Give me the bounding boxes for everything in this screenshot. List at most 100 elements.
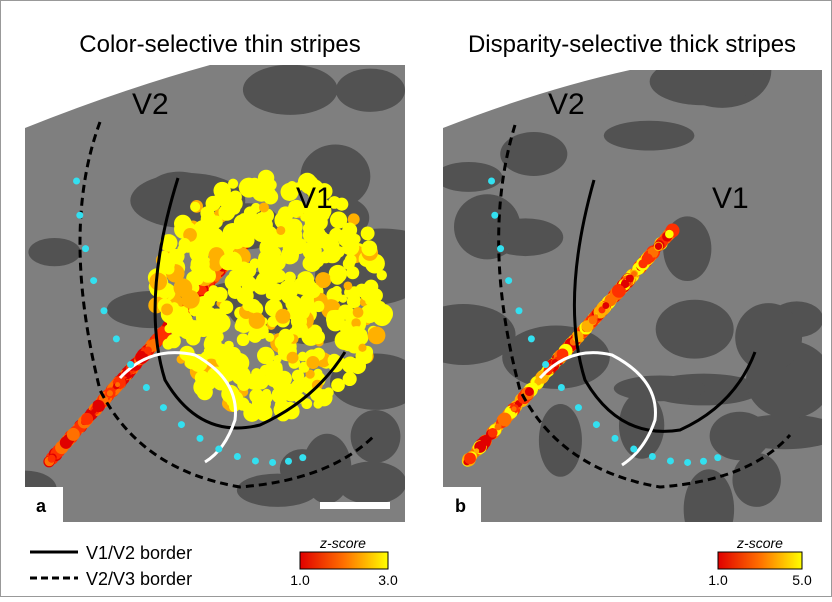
stripe-dot — [90, 277, 98, 285]
activation — [47, 454, 56, 463]
activation — [313, 300, 325, 313]
activation — [286, 351, 299, 364]
activation — [602, 302, 610, 310]
sulcus — [443, 304, 516, 365]
activation — [276, 225, 286, 236]
stripe-dot — [142, 384, 150, 392]
activation — [214, 188, 233, 207]
activation — [184, 355, 199, 370]
activation — [149, 272, 168, 291]
activation — [92, 399, 105, 413]
activation — [280, 182, 299, 201]
activation — [341, 356, 359, 374]
activation — [178, 238, 191, 250]
stripe-dot — [666, 457, 674, 465]
stripe-dot — [299, 454, 307, 462]
stripe-dot — [684, 458, 692, 466]
activation — [228, 178, 239, 189]
overlays — [73, 121, 792, 509]
colorbar-min: 1.0 — [708, 572, 728, 588]
sulcus — [735, 303, 803, 372]
letter-box — [443, 487, 481, 522]
activation — [248, 312, 266, 329]
activation — [249, 388, 264, 404]
sulcus — [655, 299, 734, 359]
stripe-dot — [251, 457, 259, 465]
sulcus — [336, 461, 405, 505]
stripe-dot — [630, 445, 638, 453]
activation — [473, 448, 480, 454]
sulcus — [500, 132, 568, 176]
v1v2-border — [153, 177, 347, 430]
sulcus — [236, 473, 319, 507]
activation — [333, 246, 345, 258]
stripe-dot — [112, 335, 120, 343]
activation — [231, 267, 243, 278]
activation — [169, 318, 189, 337]
stripe-dot — [648, 453, 656, 461]
activation — [247, 328, 263, 343]
panel-letter: a — [36, 496, 47, 516]
sulcus — [709, 411, 770, 461]
activation — [631, 270, 637, 277]
activation — [106, 390, 113, 397]
activation — [310, 330, 325, 345]
activation — [229, 233, 246, 250]
activation — [236, 333, 250, 347]
panel-title: Color-selective thin stripes — [79, 31, 360, 58]
activation — [253, 373, 269, 390]
sulcus — [28, 237, 81, 267]
activation — [190, 201, 201, 212]
activation — [181, 290, 200, 309]
stripe-dot — [127, 361, 135, 369]
activation — [620, 279, 630, 289]
activation — [283, 271, 296, 284]
activation — [291, 321, 309, 338]
activation — [360, 226, 375, 241]
activation — [588, 316, 597, 325]
activation — [257, 169, 275, 187]
stripe-dot — [196, 434, 204, 442]
activation — [305, 369, 315, 379]
activation — [494, 423, 502, 431]
activation — [342, 235, 357, 250]
activation — [144, 346, 152, 355]
activation — [616, 285, 625, 293]
activation — [331, 378, 345, 393]
stripe-dot — [611, 434, 619, 442]
activation — [219, 300, 234, 315]
activation — [81, 412, 94, 425]
activation — [297, 271, 315, 289]
activation — [203, 335, 222, 354]
activation — [330, 270, 345, 285]
legend-label: V1/V2 border — [86, 543, 192, 563]
activation — [565, 346, 570, 351]
panel-letter: b — [455, 496, 466, 516]
activation — [335, 197, 349, 211]
activation — [346, 294, 362, 309]
activation — [222, 226, 234, 237]
activation — [258, 273, 269, 283]
sulcus — [350, 410, 401, 463]
activation — [162, 338, 174, 350]
activation — [259, 364, 271, 376]
activation — [480, 438, 489, 447]
stripe-dot — [491, 211, 499, 219]
activation — [223, 340, 234, 351]
letter-box — [25, 487, 63, 522]
sulcus — [335, 68, 405, 112]
activation — [355, 283, 369, 298]
stripe-dot — [542, 361, 550, 369]
activation — [205, 298, 215, 308]
map-a — [25, 65, 405, 522]
stripe-dot — [82, 245, 90, 253]
activation — [297, 172, 317, 192]
activation — [343, 281, 353, 291]
colorbar-max: 5.0 — [792, 572, 812, 588]
activation — [266, 361, 283, 379]
stripe-dot — [714, 454, 722, 462]
activation — [269, 256, 281, 268]
activation — [329, 211, 348, 229]
activation — [342, 222, 357, 237]
activation — [332, 285, 342, 296]
